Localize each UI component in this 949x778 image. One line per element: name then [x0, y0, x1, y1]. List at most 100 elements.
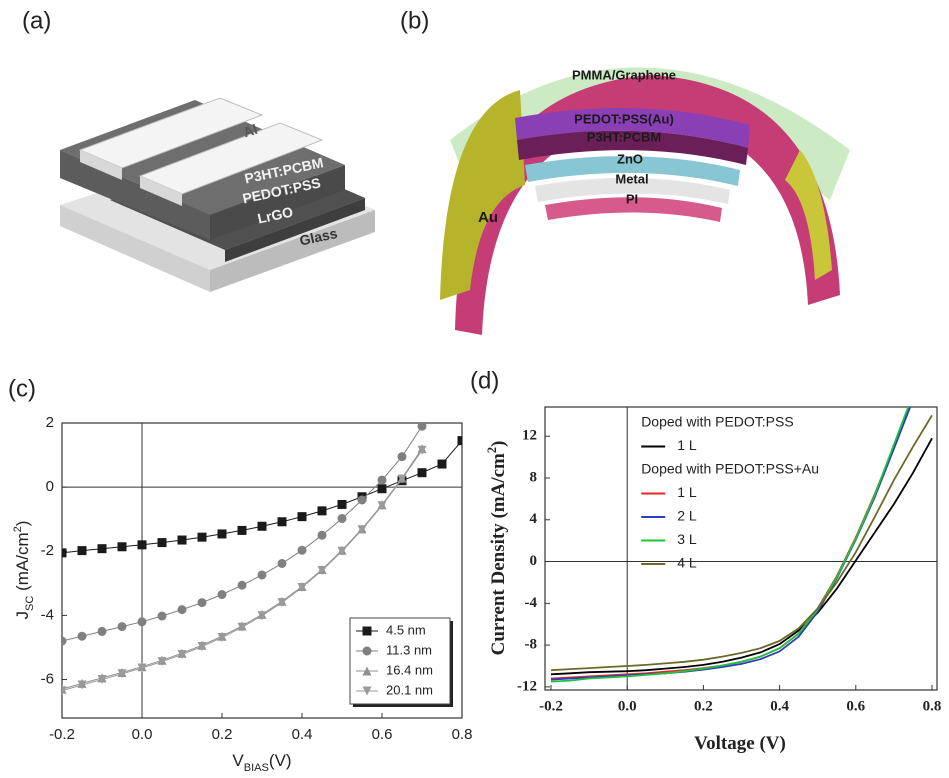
layer-label: ZnO	[617, 151, 643, 166]
series-group	[62, 423, 462, 696]
layer-label: LrGO	[256, 203, 294, 226]
zno-layer	[525, 156, 740, 186]
marker	[97, 675, 107, 685]
active-layer-side	[210, 165, 345, 240]
axis-title-part: Current Density (mA/cm	[488, 453, 509, 655]
marker	[257, 521, 267, 531]
layer-label: Al	[241, 121, 259, 141]
y-tick-label: -6	[41, 670, 54, 687]
axis-title-part: )	[488, 441, 509, 447]
plot-frame	[544, 406, 938, 691]
marker	[77, 631, 87, 641]
x-tick-label: 0.4	[770, 698, 789, 714]
x-tick-label: -0.2	[539, 698, 563, 714]
x-tick-label: 0.2	[694, 698, 713, 714]
x-tick-label: -0.2	[49, 726, 75, 743]
panel-label: (d)	[470, 367, 499, 394]
legend-label: 4 L	[677, 555, 697, 571]
axis-title-part: BIAS	[244, 762, 269, 774]
marker	[357, 495, 367, 505]
au-electrode	[440, 90, 525, 300]
y-tick-label: -12	[517, 678, 537, 694]
marker	[77, 680, 87, 690]
marker	[437, 459, 447, 469]
marker	[197, 532, 207, 542]
legend-label: 3 L	[677, 531, 697, 547]
marker	[62, 686, 67, 696]
x-tick-label: 0.6	[846, 698, 865, 714]
legend-heading: Doped with PEDOT:PSS+Au	[641, 461, 819, 477]
y-tick-label: 2	[46, 414, 54, 431]
marker	[397, 452, 407, 462]
legend-label: 4.5 nm	[386, 622, 426, 637]
marker	[217, 590, 227, 600]
marker	[157, 657, 167, 667]
axis-title-part: (V)	[269, 751, 292, 770]
marker	[317, 566, 327, 575]
marker	[362, 626, 372, 636]
marker	[177, 650, 187, 660]
y-tick-label: -8	[525, 637, 538, 653]
legend-label: 16.4 nm	[386, 662, 433, 677]
series-group	[550, 407, 933, 683]
x-tick-label: 0.0	[132, 726, 153, 743]
marker	[197, 641, 207, 651]
panel-label: (a)	[22, 7, 51, 34]
marker	[197, 598, 207, 608]
axis-title-part: )	[13, 521, 32, 527]
marker	[277, 517, 287, 527]
au-electrode	[785, 150, 832, 280]
marker	[77, 546, 87, 556]
y-tick-label: 8	[530, 469, 538, 485]
metal-layer	[535, 177, 730, 204]
marker	[177, 605, 187, 615]
x-axis-title: VBIAS(V)	[232, 751, 291, 773]
marker	[157, 611, 167, 621]
marker	[337, 514, 347, 524]
marker	[377, 501, 387, 511]
marker	[362, 686, 372, 696]
y-tick-label: -4	[525, 595, 538, 611]
glass-side	[210, 210, 375, 292]
marker	[377, 484, 387, 494]
x-tick-label: 0.0	[618, 698, 637, 714]
x-tick-label: 0.4	[292, 726, 313, 743]
series-line	[550, 437, 933, 676]
series-line	[550, 407, 912, 680]
layer-label: Au	[478, 209, 498, 226]
marker	[257, 611, 267, 621]
marker	[97, 544, 107, 554]
marker	[377, 475, 387, 485]
pmma-graphene-layer	[450, 67, 850, 200]
axis-title-part: (mA/cm	[13, 532, 32, 595]
marker	[417, 468, 427, 478]
legend-heading: Doped with PEDOT:PSS	[641, 414, 794, 430]
marker	[237, 525, 247, 535]
lrgo-side	[225, 198, 365, 262]
p3ht-layer	[517, 130, 748, 165]
y-tick-label: -4	[41, 606, 54, 623]
y-tick-label: 12	[522, 428, 537, 444]
active-layer-front	[60, 150, 210, 240]
axis-title-part: SC	[24, 596, 36, 611]
y-tick-label: 0	[46, 478, 54, 495]
axis-title-part: 2	[12, 526, 24, 532]
marker	[277, 558, 287, 568]
x-tick-label: 0.6	[372, 726, 393, 743]
y-axis-title: JSC (mA/cm2)	[12, 521, 36, 620]
marker	[337, 546, 347, 556]
marker	[297, 545, 307, 555]
marker	[257, 570, 267, 580]
marker	[417, 445, 427, 455]
y-tick-label: 0	[530, 553, 538, 569]
legend: 4.5 nm 11.3 nm 16.4 nm 20.1 nm	[349, 617, 453, 707]
marker	[62, 636, 67, 646]
x-tick-label: 0.8	[923, 698, 942, 714]
y-tick-label: 4	[530, 511, 538, 527]
series-line	[550, 407, 912, 681]
legend-label: 20.1 nm	[386, 682, 433, 697]
layer-label: Glass	[298, 225, 339, 249]
marker	[357, 525, 367, 535]
panel-label: (b)	[400, 7, 429, 34]
